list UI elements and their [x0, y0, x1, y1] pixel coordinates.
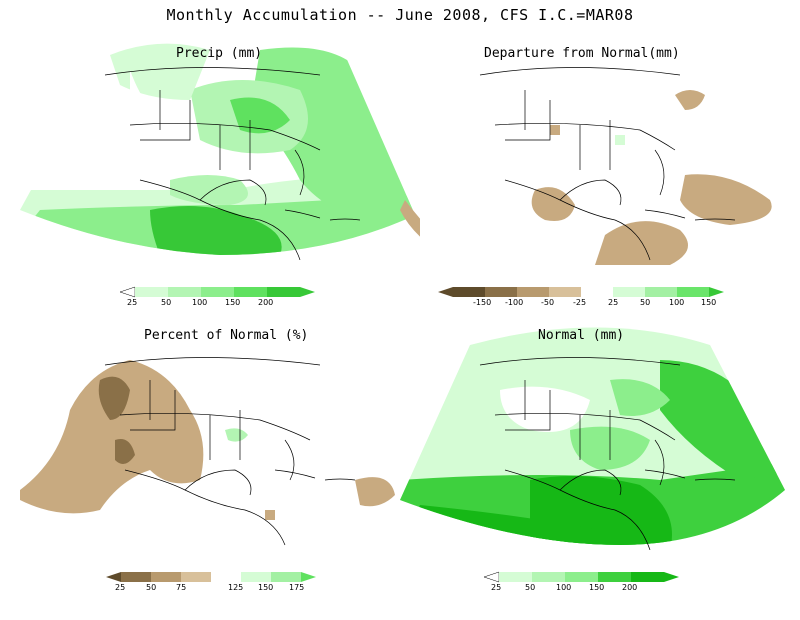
colorbar-tick-label: -150	[473, 298, 491, 306]
colorbar-segment	[499, 572, 532, 582]
colorbar-tick-label: -50	[541, 298, 554, 306]
colorbar-segment	[271, 572, 301, 582]
colorbar-tick-label: 150	[225, 298, 240, 306]
colorbar-segment	[234, 287, 267, 297]
colorbar-segment	[664, 572, 679, 582]
colorbar-segment	[598, 572, 631, 582]
colorbar-tick-label: 150	[258, 583, 273, 591]
colorbar-segment	[120, 286, 136, 298]
colorbar-segment	[645, 287, 677, 297]
colorbar-segment	[709, 287, 724, 297]
departure-colorbar: -150 -100 -50 -25 25 50 100 150	[438, 287, 724, 306]
colorbar-segment	[453, 287, 485, 297]
departure-map	[460, 37, 785, 265]
percent-panel-title: Percent of Normal (%)	[144, 328, 309, 343]
colorbar-tick-label: -25	[573, 298, 586, 306]
colorbar-tick-label: 75	[176, 583, 186, 591]
colorbar-segment	[581, 287, 613, 297]
colorbar-tick-label: 125	[228, 583, 243, 591]
colorbar-tick-label: 150	[701, 298, 716, 306]
colorbar-tick-label: 50	[146, 583, 156, 591]
colorbar-tick-label: 50	[640, 298, 650, 306]
colorbar-tick-label: 150	[589, 583, 604, 591]
colorbar-segment	[267, 287, 300, 297]
precip-panel: Precip (mm) 25 50 100 150 200	[0, 30, 420, 330]
normal-panel-title: Normal (mm)	[538, 328, 625, 343]
percent-map	[20, 327, 400, 546]
departure-panel: Departure from Normal(mm) -150 -100 -50 …	[400, 30, 800, 330]
colorbar-segment	[211, 572, 241, 582]
colorbar-tick-label: 50	[525, 583, 535, 591]
precip-map	[20, 35, 420, 260]
colorbar-tick-label: 100	[669, 298, 684, 306]
colorbar-tick-label: 175	[289, 583, 304, 591]
colorbar-tick-label: 100	[556, 583, 571, 591]
colorbar-segment	[121, 572, 151, 582]
colorbar-segment	[135, 287, 168, 297]
colorbar-segment	[241, 572, 271, 582]
colorbar-segment	[517, 287, 549, 297]
colorbar-tick-label: 100	[192, 298, 207, 306]
percent-panel: Percent of Normal (%) 25 50 75 125 150 1…	[0, 320, 400, 620]
colorbar-segment	[151, 572, 181, 582]
colorbar-segment	[532, 572, 565, 582]
normal-colorbar: 25 50 100 150 200	[484, 571, 679, 591]
colorbar-segment	[631, 572, 664, 582]
colorbar-tick-label: -100	[505, 298, 523, 306]
colorbar-segment	[201, 287, 234, 297]
colorbar-segment	[677, 287, 709, 297]
colorbar-segment	[565, 572, 598, 582]
colorbar-segment	[549, 287, 581, 297]
colorbar-segment	[613, 287, 645, 297]
colorbar-segment	[438, 287, 453, 297]
colorbar-tick-label: 200	[258, 298, 273, 306]
colorbar-tick-label: 25	[608, 298, 618, 306]
colorbar-segment	[484, 571, 500, 583]
colorbar-segment	[485, 287, 517, 297]
colorbar-tick-label: 200	[622, 583, 637, 591]
precip-panel-title: Precip (mm)	[176, 46, 263, 61]
departure-panel-title: Departure from Normal(mm)	[484, 46, 680, 61]
colorbar-tick-label: 25	[115, 583, 125, 591]
colorbar-tick-label: 50	[161, 298, 171, 306]
precip-colorbar: 25 50 100 150 200	[120, 286, 315, 306]
colorbar-segment	[181, 572, 211, 582]
normal-map	[400, 327, 785, 550]
colorbar-tick-label: 25	[491, 583, 501, 591]
colorbar-segment	[106, 572, 121, 582]
figure-title: Monthly Accumulation -- June 2008, CFS I…	[166, 6, 634, 24]
percent-colorbar: 25 50 75 125 150 175	[106, 572, 316, 591]
normal-panel: Normal (mm) 25 50 100 150 200	[400, 320, 800, 620]
colorbar-tick-label: 25	[127, 298, 137, 306]
colorbar-segment	[168, 287, 201, 297]
colorbar-segment	[301, 572, 316, 582]
colorbar-segment	[300, 287, 315, 297]
